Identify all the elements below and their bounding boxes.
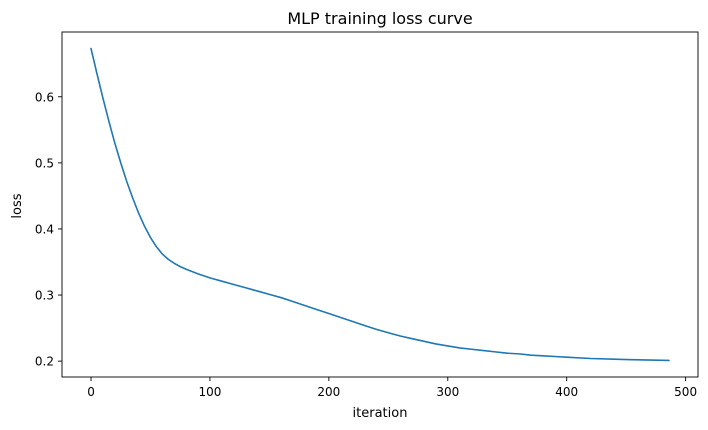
y-axis-label: loss [10,193,25,218]
y-tick-label: 0.4 [35,222,54,236]
y-tick-label: 0.6 [35,90,54,104]
plot-area: 0 100 200 300 400 500 0.2 0.3 0.4 0.5 0.6 [35,31,699,399]
axes-frame [61,31,699,378]
series-line-0 [90,47,670,362]
x-tick-label: 100 [198,385,221,399]
x-tick-label: 400 [555,385,578,399]
y-tick-label: 0.2 [35,355,54,369]
x-tick-label: 500 [674,385,697,399]
y-tick-label: 0.5 [35,156,54,170]
y-tick-label: 0.3 [35,289,54,303]
x-tick-label: 300 [436,385,459,399]
x-tick-label: 200 [317,385,340,399]
chart-title: MLP training loss curve [287,9,472,28]
x-axis-label: iteration [353,406,408,421]
x-tick-label: 0 [87,385,95,399]
